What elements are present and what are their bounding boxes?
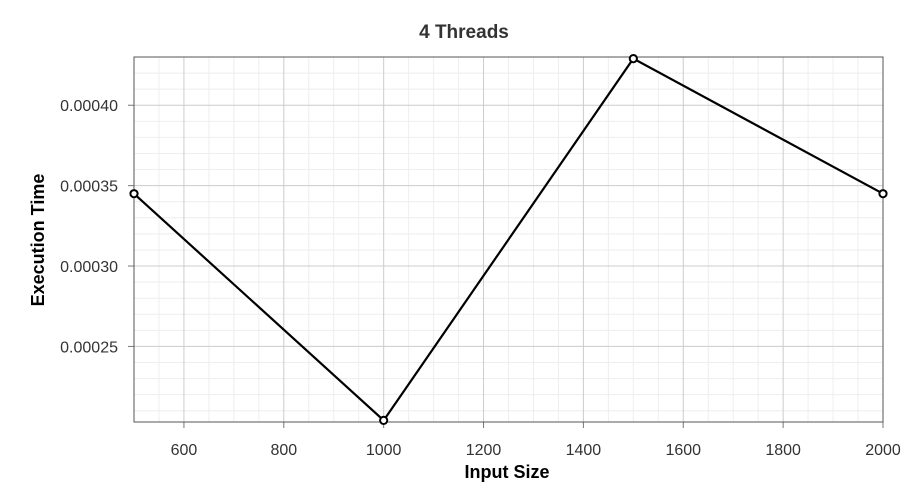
series-group [129,54,888,425]
y-axis-label: Execution Time [28,174,48,307]
tick-labels: 600 800 1000 1200 1400 1600 1800 2000 0.00025 0.0… [60,98,901,459]
x-tick-label: 1000 [366,442,402,459]
series-line [133,57,884,423]
plot-frame [133,56,884,423]
x-tick-label: 1800 [765,442,801,459]
data-point [379,415,389,425]
y-tick-label: 0.00030 [60,259,118,276]
x-tick-label: 800 [270,442,297,459]
x-tick-label: 2000 [865,442,901,459]
x-axis-label: Input Size [465,462,550,482]
x-tick-label: 1200 [466,442,502,459]
data-point [878,189,888,199]
data-point [129,189,139,199]
x-tick-label: 1600 [665,442,701,459]
data-point [628,54,638,64]
x-tick-label: 600 [171,442,198,459]
axis-ticks [128,104,884,428]
grid [133,57,884,422]
chart-title: 4 Threads [419,22,509,43]
y-tick-label: 0.00035 [60,179,118,196]
y-tick-label: 0.00040 [60,98,118,115]
y-tick-label: 0.00025 [60,339,118,356]
x-tick-label: 1400 [566,442,602,459]
